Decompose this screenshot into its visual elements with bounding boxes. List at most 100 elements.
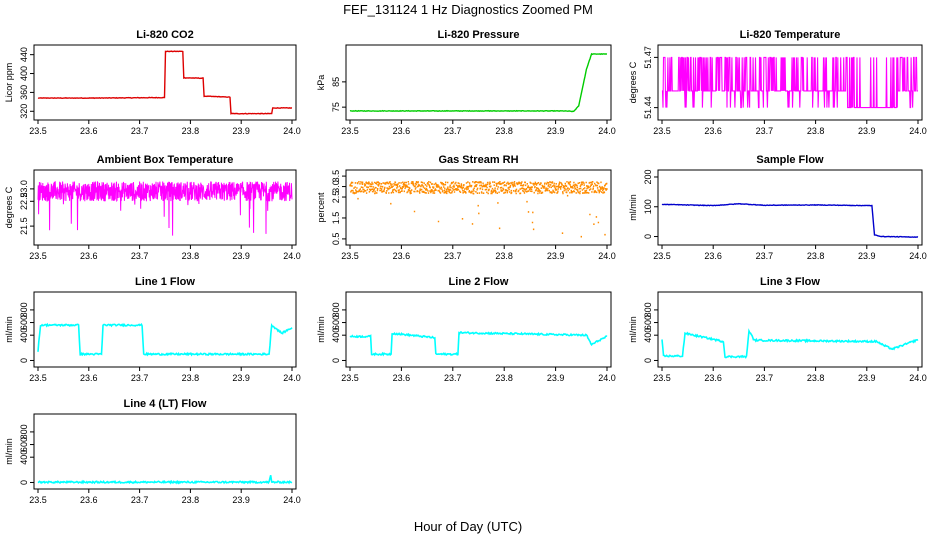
chart-panel: Ambient Box Temperature degrees C 23.5 23.6… (4, 154, 301, 261)
y-tick-label: 3.0 (331, 180, 341, 193)
y-tick-label: 22.5 (19, 193, 29, 211)
panel-title: Li-820 CO2 (136, 29, 193, 41)
x-tick-label: 23.9 (547, 251, 565, 261)
panel-title: Li-820 Temperature (740, 29, 841, 41)
x-tick-label: 23.9 (858, 251, 876, 261)
y-tick-label: 23.0 (19, 180, 29, 198)
plot-frame (33, 169, 297, 246)
x-tick-label: 23.5 (29, 373, 47, 383)
panel-title: Li-820 Pressure (438, 29, 520, 41)
y-tick-label: 800 (19, 424, 29, 439)
plot-frame (657, 169, 923, 246)
plot-frame (345, 169, 612, 246)
chart-panel: Line 1 Flow ml/min 23.5 23.6 23.7 23.8 23.9 24.… (4, 276, 301, 383)
y-tick-label: 400 (643, 328, 653, 343)
y-tick-label: 800 (19, 302, 29, 317)
y-tick-label: 600 (643, 315, 653, 330)
figure-title: FEF_131124 1 Hz Diagnostics Zoomed PM (343, 2, 593, 17)
x-tick-label: 23.7 (131, 251, 149, 261)
series-line (37, 180, 293, 236)
x-tick-label: 23.8 (495, 251, 513, 261)
x-tick-label: 23.6 (704, 251, 722, 261)
y-axis-label: ml/min (4, 316, 14, 343)
x-tick-label: 24.0 (283, 126, 301, 136)
y-tick-label: 2.5 (331, 191, 341, 204)
y-tick-label: 0.5 (331, 233, 341, 246)
y-tick-label: 600 (19, 437, 29, 452)
y-tick-label: 800 (331, 302, 341, 317)
x-tick-label: 23.6 (80, 126, 98, 136)
panel-title: Line 3 Flow (760, 276, 820, 288)
chart-panel: Li-820 Pressure kPa 23.5 23.6 23.7 23.8 23.9 24… (316, 29, 616, 136)
x-tick-label: 23.8 (495, 373, 513, 383)
chart-panel: Gas Stream RH percent 23.5 23.6 23.7 23.8 23.9… (316, 154, 616, 261)
y-axis-label: degrees C (628, 61, 638, 103)
series-line (37, 475, 293, 485)
x-tick-label: 23.7 (131, 373, 149, 383)
y-axis-label: percent (316, 192, 326, 223)
x-tick-label: 23.6 (393, 373, 411, 383)
x-tick-label: 23.8 (807, 373, 825, 383)
panel-grid: Li-820 CO2 Licor ppm 23.5 23.6 23.7 23.8 23.9 2… (4, 29, 927, 505)
x-tick-label: 23.8 (182, 251, 200, 261)
y-tick-label: 0 (331, 358, 341, 363)
x-tick-label: 24.0 (909, 373, 927, 383)
y-tick-label: 0 (19, 480, 29, 485)
y-tick-label: 400 (19, 328, 29, 343)
plot-frame (33, 413, 297, 490)
y-axis-label: degrees C (4, 186, 14, 228)
x-tick-label: 23.9 (232, 126, 250, 136)
x-tick-label: 23.8 (807, 251, 825, 261)
x-tick-label: 23.5 (341, 373, 359, 383)
x-tick-label: 23.9 (232, 373, 250, 383)
x-tick-label: 23.5 (341, 251, 359, 261)
x-tick-label: 23.5 (29, 251, 47, 261)
x-tick-label: 24.0 (283, 495, 301, 505)
x-tick-label: 23.6 (80, 495, 98, 505)
x-tick-label: 24.0 (909, 126, 927, 136)
series-line (661, 328, 919, 359)
chart-panel: Line 2 Flow ml/min 23.5 23.6 23.7 23.8 23.9 24.… (316, 276, 616, 383)
y-tick-label: 0 (19, 358, 29, 363)
x-tick-label: 23.6 (393, 251, 411, 261)
y-tick-label: 100 (643, 199, 653, 214)
x-tick-label: 23.7 (444, 251, 462, 261)
chart-panel: Li-820 Temperature degrees C 23.5 23.6 23.7 2… (628, 29, 927, 136)
plot-frame (345, 291, 612, 368)
x-tick-label: 23.5 (29, 495, 47, 505)
plot-frame (657, 291, 923, 368)
plot-frame (33, 291, 297, 368)
series-line (661, 202, 919, 239)
y-axis-label: ml/min (4, 438, 14, 465)
y-tick-label: 400 (331, 328, 341, 343)
y-tick-label: 75 (331, 102, 341, 112)
x-tick-label: 23.5 (341, 126, 359, 136)
panel-title: Sample Flow (756, 154, 824, 166)
x-tick-label: 23.8 (182, 373, 200, 383)
y-tick-label: 400 (19, 66, 29, 81)
chart-panel: Line 4 (LT) Flow ml/min 23.5 23.6 23.7 23.8 23… (4, 398, 301, 505)
y-tick-label: 440 (19, 47, 29, 62)
x-tick-label: 23.7 (444, 373, 462, 383)
panel-title: Line 2 Flow (449, 276, 509, 288)
x-tick-label: 23.6 (80, 251, 98, 261)
y-tick-label: 320 (19, 104, 29, 119)
y-tick-label: 400 (19, 450, 29, 465)
x-tick-label: 23.5 (653, 126, 671, 136)
series-line (349, 52, 608, 113)
x-tick-label: 23.8 (495, 126, 513, 136)
plot-frame (657, 44, 923, 121)
x-tick-label: 24.0 (598, 373, 616, 383)
series-points (349, 181, 608, 238)
x-tick-label: 23.7 (444, 126, 462, 136)
panel-title: Gas Stream RH (438, 154, 518, 166)
x-tick-label: 23.9 (858, 126, 876, 136)
series-line (349, 331, 608, 357)
x-tick-label: 24.0 (598, 126, 616, 136)
x-tick-label: 24.0 (283, 251, 301, 261)
x-tick-label: 23.9 (547, 126, 565, 136)
chart-panel: Li-820 CO2 Licor ppm 23.5 23.6 23.7 23.8 23.9 2… (4, 29, 301, 136)
series-line (661, 56, 918, 109)
x-tick-label: 24.0 (283, 373, 301, 383)
